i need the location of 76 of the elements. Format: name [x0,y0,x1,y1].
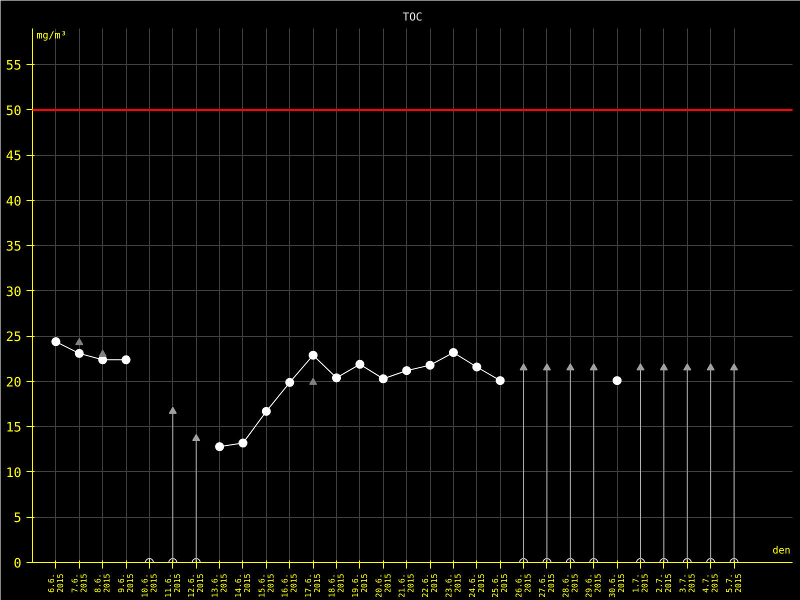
x-tick-label: 15.6. 2015 [257,573,276,598]
point [262,406,271,416]
y-tick-label: 5 [14,511,22,526]
point [542,363,551,370]
y-tick-label: 10 [6,466,22,481]
x-tick-label: 21.6. 2015 [398,573,416,598]
x-tick-label: 9.6. 2015 [117,573,136,593]
x-tick-label: 16.6. 2015 [280,573,299,598]
y-tick-label: 55 [6,58,22,74]
x-tick-label: 8.6. 2015 [94,573,112,593]
x-tick-label: 19.6. 2015 [350,573,369,598]
point [730,363,738,370]
point [496,376,505,386]
x-tick-label: 5.7. 2015 [725,573,744,593]
y-tick-label: 50 [6,104,22,119]
point [426,360,435,370]
x-tick-label: 18.6. 2015 [328,573,346,598]
point [448,348,458,358]
x-tick-label: 23.6. 2015 [444,573,462,598]
point [612,376,622,386]
x-tick-label: 27.6. 2015 [538,573,556,598]
point [590,363,598,370]
x-tick-label: 10.6. 2015 [140,573,158,598]
x-tick-label: 17.6. 2015 [304,573,322,598]
point [355,360,364,369]
point [402,366,412,376]
y-tick-label: 15 [6,420,22,436]
x-tick-label: 26.6. 2015 [514,573,533,598]
x-axis-title: den [772,546,790,556]
point [168,406,177,414]
y-tick-label: 20 [6,375,22,390]
point [74,348,84,358]
point [285,378,294,387]
point [706,363,715,370]
point [660,363,668,370]
point [332,373,341,382]
x-tick-label: 14.6. 2015 [234,573,252,598]
y-tick-label: 35 [6,240,22,255]
x-tick-label: 13.6. 2015 [210,573,229,598]
x-tick-label: 28.6. 2015 [561,573,580,598]
x-tick-label: 11.6. 2015 [164,573,182,598]
x-tick-label: 2.7. 2015 [654,573,673,593]
x-tick-label: 6.6. 2015 [46,573,65,593]
x-tick-label: 22.6. 2015 [421,573,440,598]
chart-title: TOC [402,10,422,24]
point [122,355,131,364]
x-tick-label: 1.7. 2015 [632,573,650,593]
x-tick-label: 4.7. 2015 [702,573,720,593]
y-tick-label: 45 [6,149,22,164]
point [378,374,388,384]
point [520,363,528,370]
y-tick-label: 30 [6,284,22,300]
point [215,442,224,452]
point [472,362,482,372]
y-axis-title: mg/m³ [36,30,67,42]
y-tick-label: 40 [6,194,22,210]
x-tick-label: 20.6. 2015 [374,573,392,598]
point [192,434,200,442]
point [683,363,692,370]
x-tick-label: 24.6. 2015 [468,573,486,598]
point [51,337,60,346]
x-tick-label: 30.6. 2015 [608,573,626,598]
x-tick-label: 29.6. 2015 [584,573,603,598]
point [309,378,318,385]
x-tick-label: 12.6. 2015 [187,573,206,598]
point [308,350,318,360]
point [636,363,644,370]
point [566,363,574,370]
x-tick-label: 7.6. 2015 [70,573,88,593]
y-tick-label: 0 [14,556,22,572]
x-tick-label: 3.7. 2015 [678,573,696,593]
point [98,350,107,357]
point [75,338,84,346]
y-tick-label: 25 [6,330,22,346]
point [238,438,248,448]
x-tick-label: 25.6. 2015 [491,573,510,598]
